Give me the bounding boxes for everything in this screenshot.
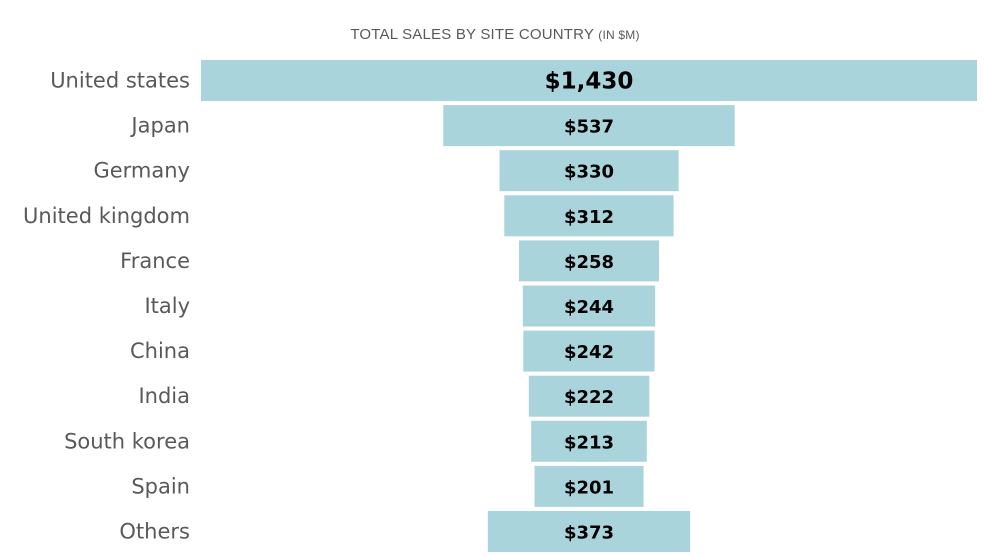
- value-label-spain: $201: [564, 477, 614, 498]
- value-label-india: $222: [564, 387, 614, 408]
- value-label-japan: $537: [564, 117, 614, 138]
- category-label-china: China: [130, 339, 190, 363]
- value-label-south-korea: $213: [564, 432, 614, 453]
- category-label-india: India: [138, 384, 190, 408]
- category-label-south-korea: South korea: [64, 429, 190, 453]
- bar-india: [528, 375, 650, 417]
- category-label-united-states: United states: [50, 69, 190, 93]
- category-label-japan: Japan: [129, 114, 190, 138]
- value-label-germany: $330: [564, 162, 614, 183]
- category-label-italy: Italy: [144, 294, 190, 318]
- bar-china: [523, 330, 655, 372]
- value-label-italy: $244: [564, 297, 614, 318]
- bar-japan: [443, 105, 735, 147]
- bar-others: [487, 511, 691, 552]
- category-label-germany: Germany: [93, 159, 190, 183]
- bar-italy: [522, 285, 656, 327]
- bar-france: [519, 240, 659, 282]
- value-label-china: $242: [564, 342, 614, 363]
- category-label-others: Others: [119, 520, 190, 544]
- bar-south-korea: [531, 420, 647, 462]
- bar-united-states: [201, 60, 977, 101]
- category-label-united-kingdom: United kingdom: [23, 204, 190, 228]
- value-label-united-kingdom: $312: [564, 207, 614, 228]
- value-label-france: $258: [564, 252, 614, 273]
- value-label-others: $373: [564, 523, 614, 544]
- bar-germany: [499, 150, 679, 192]
- chart-title-main: TOTAL SALES BY SITE COUNTRY: [350, 26, 594, 43]
- category-label-france: France: [120, 249, 190, 273]
- chart-title-unit: (IN $M): [598, 28, 640, 42]
- category-label-spain: Spain: [131, 474, 190, 498]
- chart-title: TOTAL SALES BY SITE COUNTRY (IN $M): [0, 26, 984, 43]
- bar-spain: [534, 465, 644, 507]
- value-label-united-states: $1,430: [545, 69, 634, 95]
- bar-united-kingdom: [504, 195, 674, 237]
